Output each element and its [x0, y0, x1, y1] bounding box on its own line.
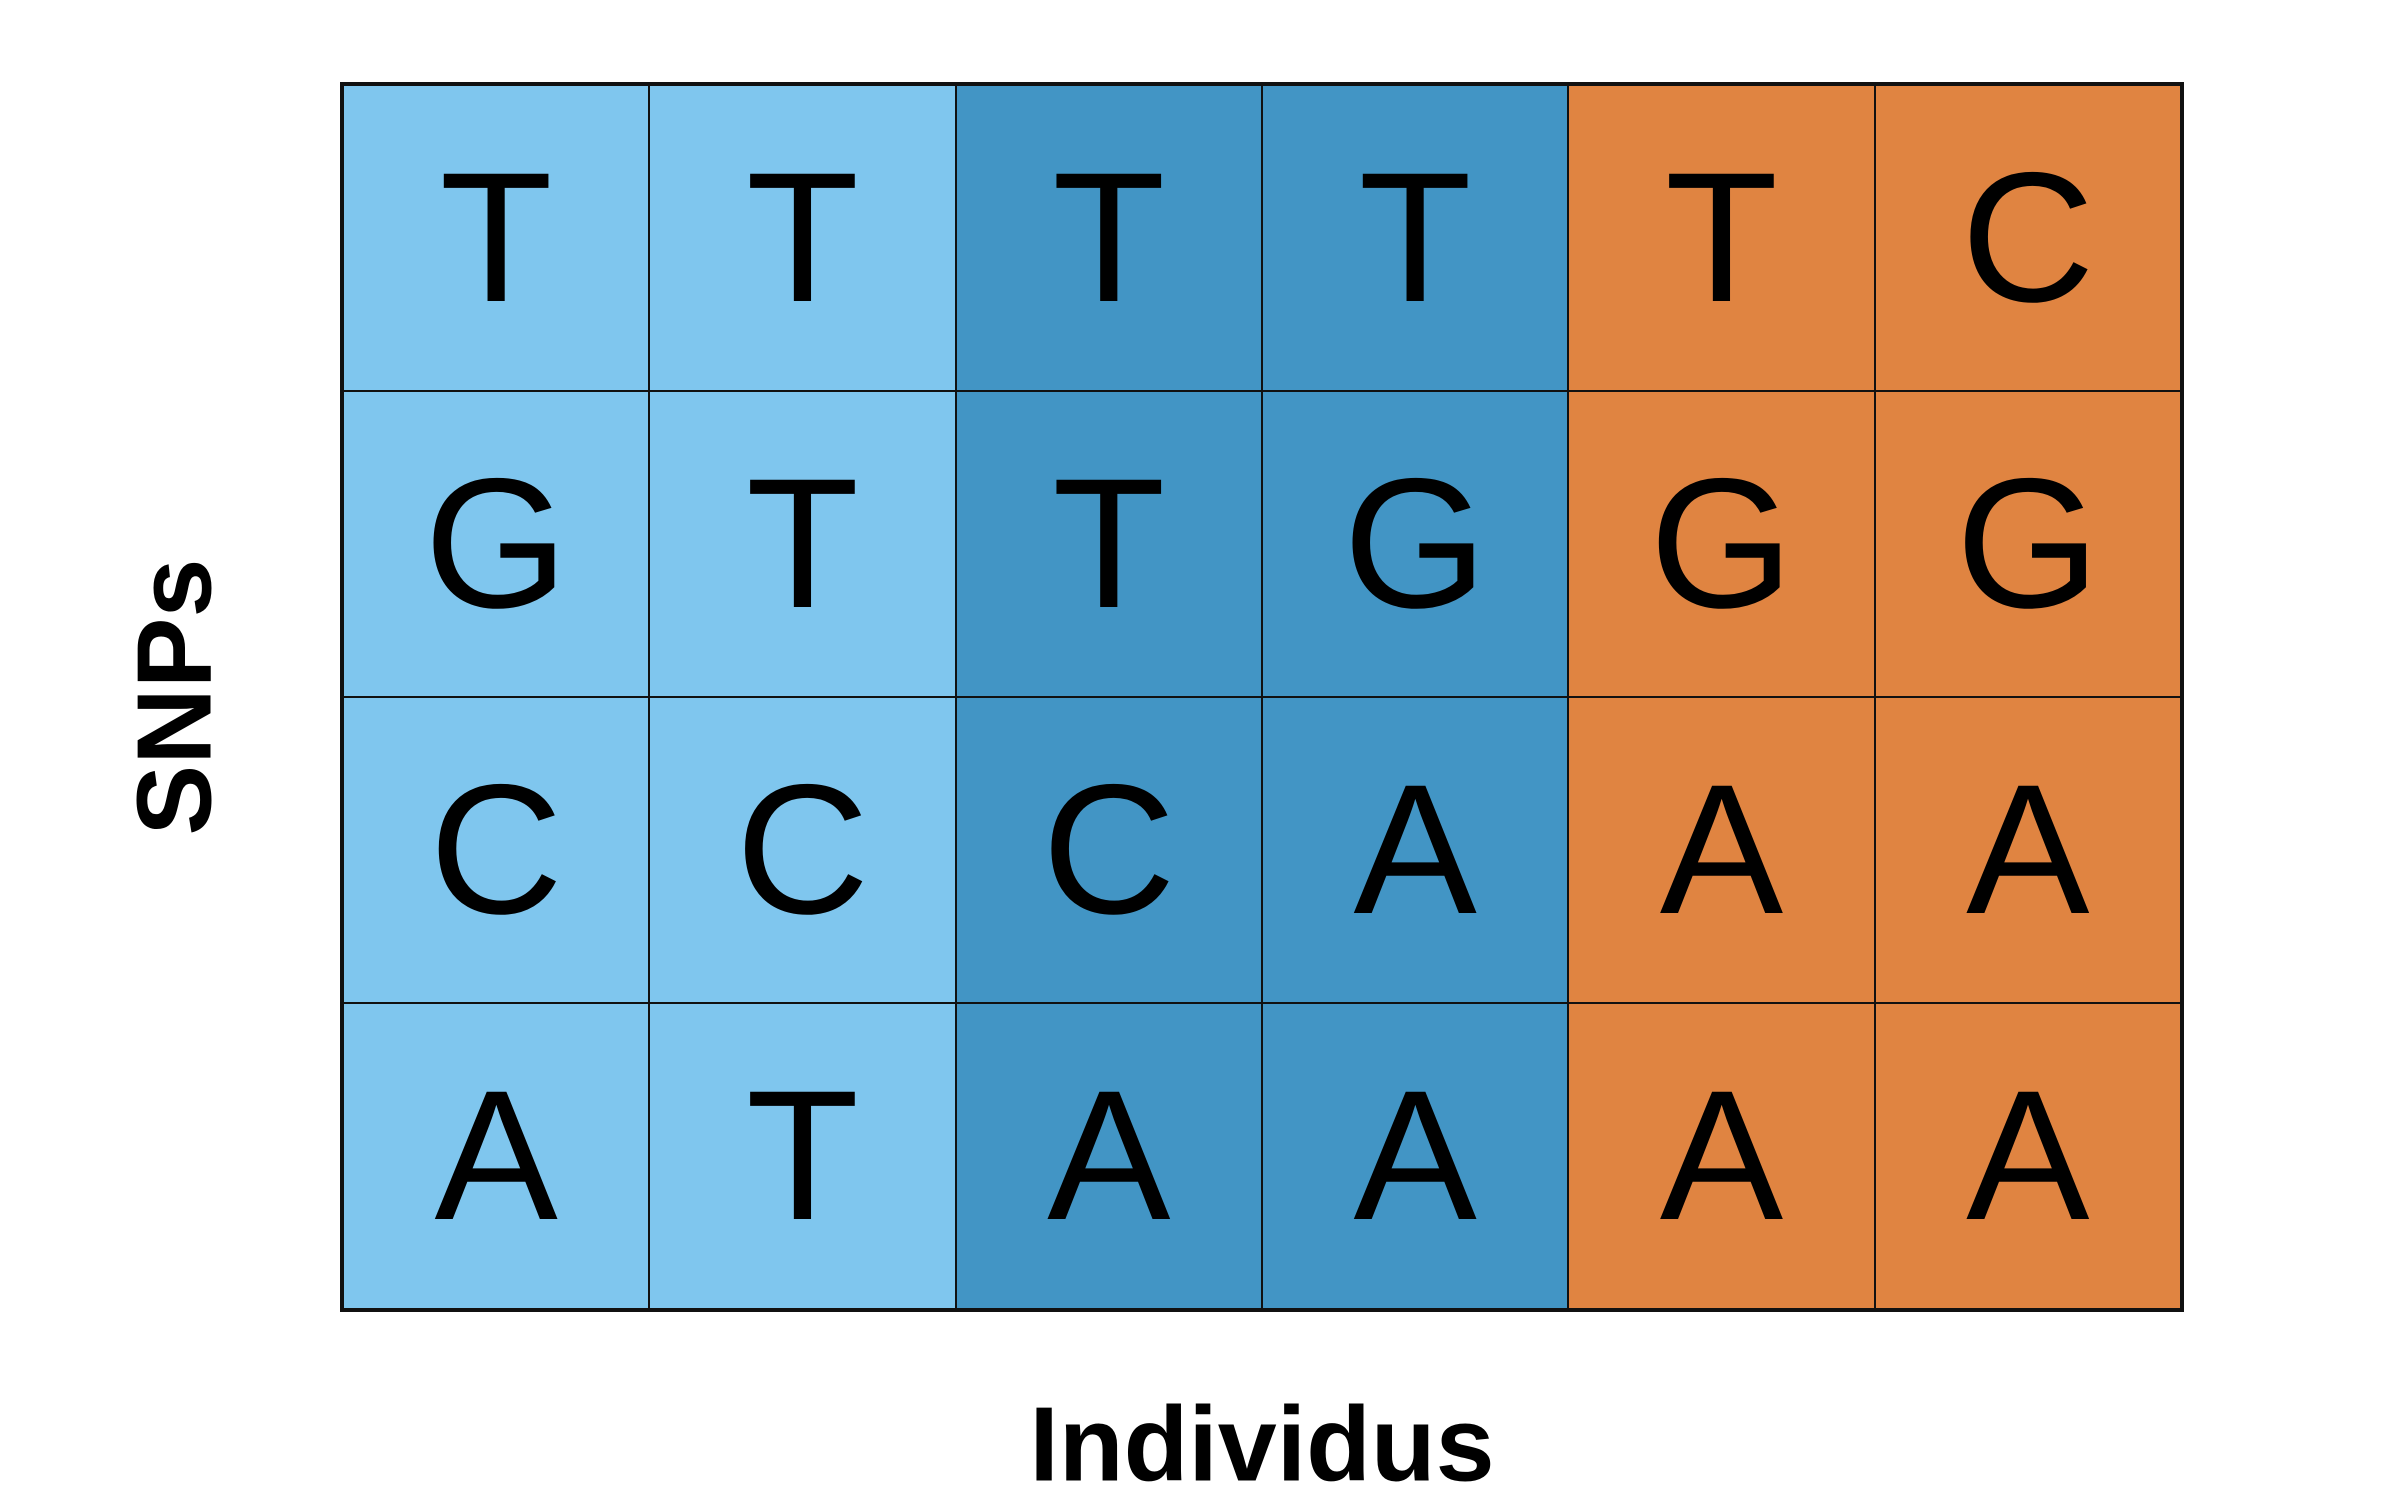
snp-cell: G [1874, 391, 2181, 697]
snp-cell: C [343, 697, 650, 1003]
snp-matrix: T T T T T C G T T G G G C C C A A A A T … [340, 82, 2184, 1312]
y-axis-label: SNPs [115, 558, 234, 836]
snp-cell: A [1568, 1003, 1875, 1309]
snp-cell: T [343, 85, 650, 391]
snp-cell: T [1262, 85, 1569, 391]
x-axis-label: Individus [1029, 1385, 1495, 1504]
snp-cell: G [1262, 391, 1569, 697]
snp-cell: C [649, 697, 956, 1003]
snp-cell: A [1874, 1003, 2181, 1309]
snp-cell: A [955, 1003, 1262, 1309]
snp-cell: T [1568, 85, 1875, 391]
snp-cell: C [1874, 85, 2181, 391]
snp-cell: T [649, 391, 956, 697]
snp-cell: A [1262, 1003, 1569, 1309]
snp-cell: A [1262, 697, 1569, 1003]
snp-cell: A [1874, 697, 2181, 1003]
snp-cell: T [955, 85, 1262, 391]
snp-cell: T [649, 1003, 956, 1309]
snp-cell: C [955, 697, 1262, 1003]
snp-cell: T [649, 85, 956, 391]
snp-cell: G [1568, 391, 1875, 697]
snp-cell: A [1568, 697, 1875, 1003]
snp-cell: A [343, 1003, 650, 1309]
snp-cell: G [343, 391, 650, 697]
snp-cell: T [955, 391, 1262, 697]
